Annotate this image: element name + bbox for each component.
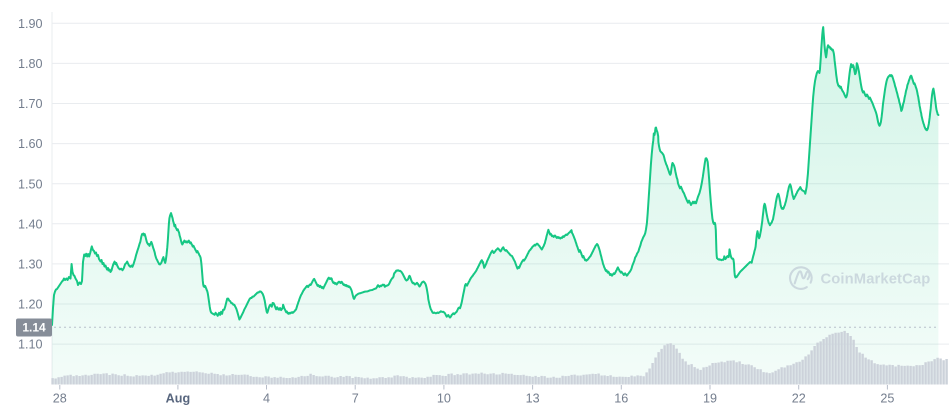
svg-text:13: 13 <box>526 392 540 406</box>
svg-text:22: 22 <box>792 392 806 406</box>
svg-text:4: 4 <box>263 392 270 406</box>
svg-text:1.70: 1.70 <box>18 97 43 111</box>
svg-text:1.80: 1.80 <box>18 57 43 71</box>
svg-text:16: 16 <box>614 392 628 406</box>
svg-text:CoinMarketCap: CoinMarketCap <box>821 271 931 287</box>
svg-text:1.20: 1.20 <box>18 298 43 312</box>
svg-text:1.10: 1.10 <box>18 338 43 352</box>
svg-text:1.14: 1.14 <box>22 321 46 335</box>
svg-text:28: 28 <box>53 392 67 406</box>
svg-text:19: 19 <box>703 392 717 406</box>
svg-text:1.60: 1.60 <box>18 137 43 151</box>
svg-text:10: 10 <box>437 392 451 406</box>
svg-text:25: 25 <box>880 392 894 406</box>
svg-text:1.40: 1.40 <box>18 217 43 231</box>
svg-text:1.30: 1.30 <box>18 258 43 272</box>
svg-text:7: 7 <box>352 392 359 406</box>
svg-text:1.90: 1.90 <box>18 17 43 31</box>
svg-text:1.50: 1.50 <box>18 177 43 191</box>
svg-text:Aug: Aug <box>166 392 190 406</box>
